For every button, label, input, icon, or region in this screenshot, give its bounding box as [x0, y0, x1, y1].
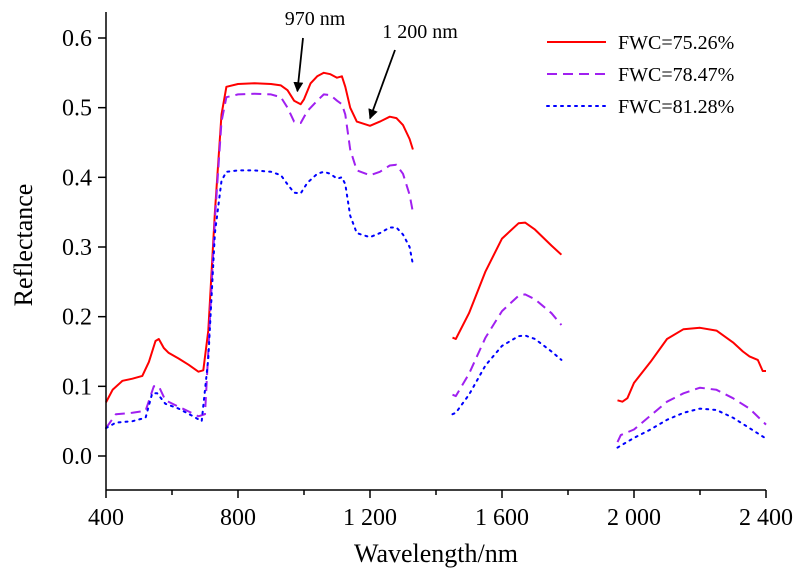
x-tick-label: 2 000	[607, 505, 661, 531]
annotation-arrow	[293, 37, 304, 93]
series-line-segment	[105, 71, 414, 403]
annotations: 970 nm 1 200 nm	[285, 8, 458, 120]
series-line-segment	[617, 326, 766, 403]
series-line-segment	[105, 92, 414, 429]
y-tick-label: 0.2	[62, 305, 92, 331]
y-tick-label: 0.5	[62, 96, 92, 122]
annotation-label: 1 200 nm	[382, 21, 458, 43]
legend-label: FWC=75.26%	[618, 32, 734, 54]
y-tick-label: 0.4	[62, 165, 92, 191]
x-tick-label: 800	[220, 505, 256, 531]
annotation-label: 970 nm	[285, 8, 346, 30]
x-tick-label: 1 600	[475, 505, 529, 531]
series-2	[105, 92, 767, 443]
x-tick-label: 400	[88, 505, 124, 531]
y-tick-label: 0.6	[62, 26, 92, 52]
y-tick-label: 0.3	[62, 235, 92, 261]
x-tick-label: 1 200	[343, 505, 397, 531]
y-ticks: 0.0 0.1 0.2 0.3 0.4 0.5 0.6	[62, 26, 106, 470]
plot-lines	[105, 71, 767, 449]
annotation-arrow	[368, 49, 396, 120]
series-1	[105, 71, 766, 403]
series-3	[105, 169, 767, 449]
axes: 400 800 1 200 1 600 2 000 2 400 0.00.10.20.30…	[62, 12, 793, 531]
series-line-segment	[452, 221, 563, 340]
series-line-segment	[451, 334, 563, 416]
legend-label: FWC=81.28%	[618, 96, 734, 118]
series-line-segment	[616, 407, 767, 449]
y-tick-label: 0.1	[62, 374, 92, 400]
y-axis-title: Reflectance	[9, 184, 38, 307]
legend: FWC=75.26% FWC=78.47% FWC=81.28%	[546, 32, 734, 118]
series-line-segment	[616, 386, 767, 443]
y-tick-label: 0.0	[62, 444, 92, 470]
series-line-segment	[105, 169, 414, 430]
x-ticks: 400 800 1 200 1 600 2 000 2 400	[88, 490, 793, 531]
legend-label: FWC=78.47%	[618, 64, 734, 86]
x-axis-title: Wavelength/nm	[354, 539, 518, 568]
x-tick-label: 2 400	[739, 505, 793, 531]
series-line-segment	[452, 293, 563, 398]
